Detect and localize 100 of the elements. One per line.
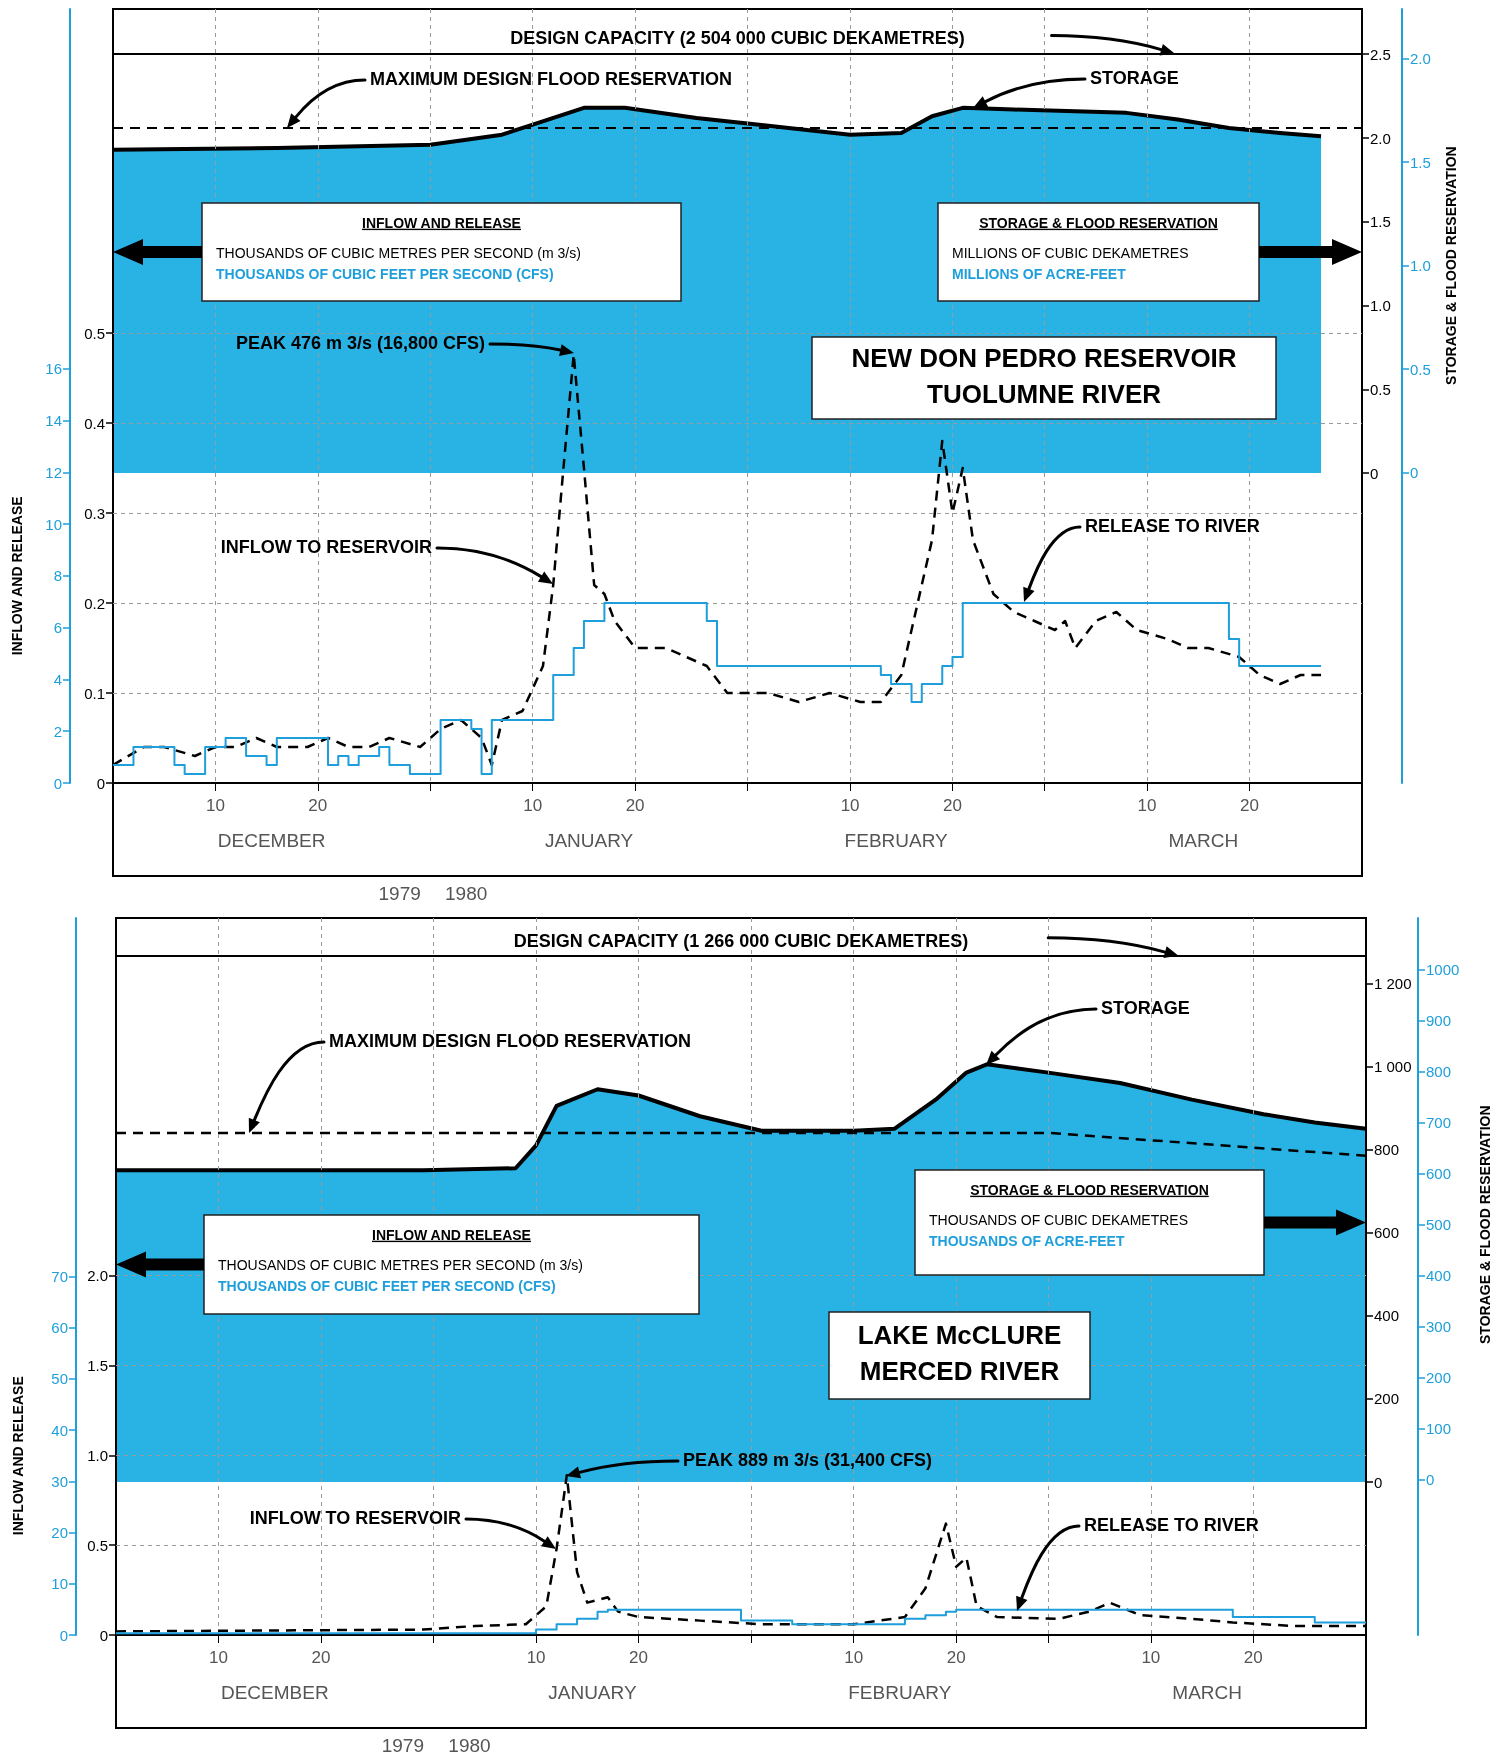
annotation: INFLOW AND RELEASE THOUSANDS OF CUBIC METRES PER SECOND (m 3/s) THOUSANDS OF CUBIC FEET PER SECOND (CFS) xyxy=(216,214,581,282)
y2-tick-label: 16 xyxy=(45,360,62,378)
y2-tick-label: 0 xyxy=(59,1626,68,1644)
y2-axis-title: INFLOW AND RELEASE xyxy=(9,1376,26,1536)
text: JANUARY xyxy=(544,830,634,852)
y2-tick-label: 0.5 xyxy=(1410,360,1431,378)
y2-tick-label: 200 xyxy=(1426,1369,1452,1387)
annotation: INFLOW AND RELEASE THOUSANDS OF CUBIC METRES PER SECOND (m 3/s) THOUSANDS OF CUBIC FEET PER SECOND (CFS) xyxy=(218,1226,583,1294)
x-tick-label: 20 xyxy=(1239,796,1259,815)
y2-tick-label: 10 xyxy=(51,1575,68,1593)
y-tick-label: 0 xyxy=(99,1626,108,1644)
y2-tick-label: 2.0 xyxy=(1410,50,1431,68)
y-tick-label: 1 000 xyxy=(1374,1057,1412,1075)
y-tick-label: 200 xyxy=(1374,1390,1400,1408)
y-tick-label: 600 xyxy=(1374,1224,1400,1242)
x-tick-label: 10 xyxy=(523,796,543,815)
text: DECEMBER xyxy=(217,830,326,852)
annotation: STORAGE & FLOOD RESERVATION MILLIONS OF CUBIC DEKAMETRES MILLIONS OF ACRE-FEET xyxy=(952,214,1218,282)
y2-tick-label: 20 xyxy=(51,1524,68,1542)
y2-tick-label: 40 xyxy=(51,1421,68,1439)
text: MARCH xyxy=(1168,830,1239,852)
y-tick-label: 800 xyxy=(1374,1141,1400,1159)
y2-tick-label: 1.0 xyxy=(1410,257,1431,275)
y-tick-label: 1 200 xyxy=(1374,974,1412,992)
x-tick-label: 20 xyxy=(1243,1648,1263,1667)
y-tick-label: 2.0 xyxy=(87,1267,108,1285)
text: 1979 xyxy=(378,883,421,905)
y-tick-label: 400 xyxy=(1374,1307,1400,1325)
y2-tick-label: 60 xyxy=(51,1319,68,1337)
annotation: PEAK 889 m 3/s (31,400 CFS) xyxy=(683,1449,933,1470)
x-tick-label: 20 xyxy=(625,796,645,815)
x-tick-label: 10 xyxy=(844,1648,864,1667)
y-tick-label: 0.5 xyxy=(1370,380,1391,398)
y-tick-label: 0.5 xyxy=(84,324,105,342)
text: LAKE McCLURE MERCED RIVER xyxy=(857,1320,1062,1387)
y2-tick-label: 700 xyxy=(1426,1114,1452,1132)
y2-tick-label: 30 xyxy=(51,1472,68,1490)
annotation: STORAGE xyxy=(1101,997,1190,1018)
y-tick-label: 0 xyxy=(1374,1473,1383,1491)
text: MARCH xyxy=(1172,1682,1243,1704)
annotation: STORAGE & FLOOD RESERVATION THOUSANDS OF CUBIC DEKAMETRES THOUSANDS OF ACRE-FEET xyxy=(929,1181,1209,1249)
text: 1979 xyxy=(381,1735,425,1757)
text: 1980 xyxy=(448,1735,491,1757)
y2-tick-label: 0 xyxy=(1426,1471,1435,1489)
y-tick-label: 1.5 xyxy=(87,1356,108,1374)
x-tick-label: 20 xyxy=(311,1648,331,1667)
y2-tick-label: 0 xyxy=(53,774,62,792)
annotation: RELEASE TO RIVER xyxy=(1084,1514,1259,1535)
y-tick-label: 1.5 xyxy=(1370,213,1391,231)
x-tick-label: 20 xyxy=(629,1648,648,1667)
y2-tick-label: 2 xyxy=(53,722,62,740)
y2-tick-label: 50 xyxy=(51,1370,68,1388)
x-tick-label: 20 xyxy=(946,1648,966,1667)
text: DECEMBER xyxy=(220,1682,329,1704)
annotation: RELEASE TO RIVER xyxy=(1085,515,1260,536)
annotation: MAXIMUM DESIGN FLOOD RESERVATION xyxy=(329,1030,692,1051)
text: FEBRUARY xyxy=(848,1682,952,1704)
text: 1980 xyxy=(445,883,488,905)
y2-tick-label: 1000 xyxy=(1426,961,1460,979)
y2-tick-label: 900 xyxy=(1426,1012,1452,1030)
x-tick-label: 10 xyxy=(1137,796,1157,815)
y-tick-label: 1.0 xyxy=(87,1446,108,1464)
y-tick-label: 2.0 xyxy=(1370,129,1391,147)
y2-tick-label: 300 xyxy=(1426,1318,1452,1336)
y2-tick-label: 8 xyxy=(53,567,62,585)
y2-tick-label: 400 xyxy=(1426,1267,1452,1285)
annotation: MAXIMUM DESIGN FLOOD RESERVATION xyxy=(370,68,733,89)
y2-tick-label: 100 xyxy=(1426,1420,1452,1438)
x-tick-label: 20 xyxy=(308,796,328,815)
x-tick-label: 10 xyxy=(526,1648,546,1667)
text: JANUARY xyxy=(548,1682,637,1704)
y2-tick-label: 600 xyxy=(1426,1165,1452,1183)
y2-tick-label: 6 xyxy=(53,619,62,637)
x-tick-label: 10 xyxy=(205,796,225,815)
y-tick-label: 0 xyxy=(96,774,105,792)
y2-tick-label: 12 xyxy=(45,463,62,481)
x-tick-label: 10 xyxy=(1141,1648,1161,1667)
ref-line-label: DESIGN CAPACITY (1 266 000 CUBIC DEKAMETRES) xyxy=(513,930,969,951)
annotation: STORAGE xyxy=(1090,67,1179,88)
y2-tick-label: 70 xyxy=(51,1268,68,1285)
text: FEBRUARY xyxy=(844,830,949,852)
annotation: INFLOW TO RESERVOIR xyxy=(249,1507,461,1528)
y2-axis-title: INFLOW AND RELEASE xyxy=(8,496,25,656)
y2-tick-label: 4 xyxy=(53,670,62,688)
y-tick-label: 0.4 xyxy=(84,414,105,432)
y2-axis-title: STORAGE & FLOOD RESERVATION xyxy=(1476,1105,1493,1344)
x-tick-label: 20 xyxy=(943,796,962,815)
x-tick-label: 10 xyxy=(209,1648,228,1667)
x-tick-label: 10 xyxy=(840,796,860,815)
y2-tick-label: 10 xyxy=(45,515,62,533)
y-tick-label: 1.0 xyxy=(1370,297,1391,315)
y-tick-label: 0.5 xyxy=(87,1536,108,1554)
y-tick-label: 0.1 xyxy=(84,684,105,702)
y2-tick-label: 14 xyxy=(45,412,62,430)
y-tick-label: 2.5 xyxy=(1370,45,1391,63)
y-tick-label: 0 xyxy=(1370,464,1379,482)
ref-line-label: DESIGN CAPACITY (2 504 000 CUBIC DEKAMETRES) xyxy=(510,28,965,49)
annotation: INFLOW TO RESERVOIR xyxy=(220,536,432,557)
y2-axis-title: STORAGE & FLOOD RESERVATION xyxy=(1442,146,1459,385)
y-tick-label: 0.2 xyxy=(84,594,105,612)
